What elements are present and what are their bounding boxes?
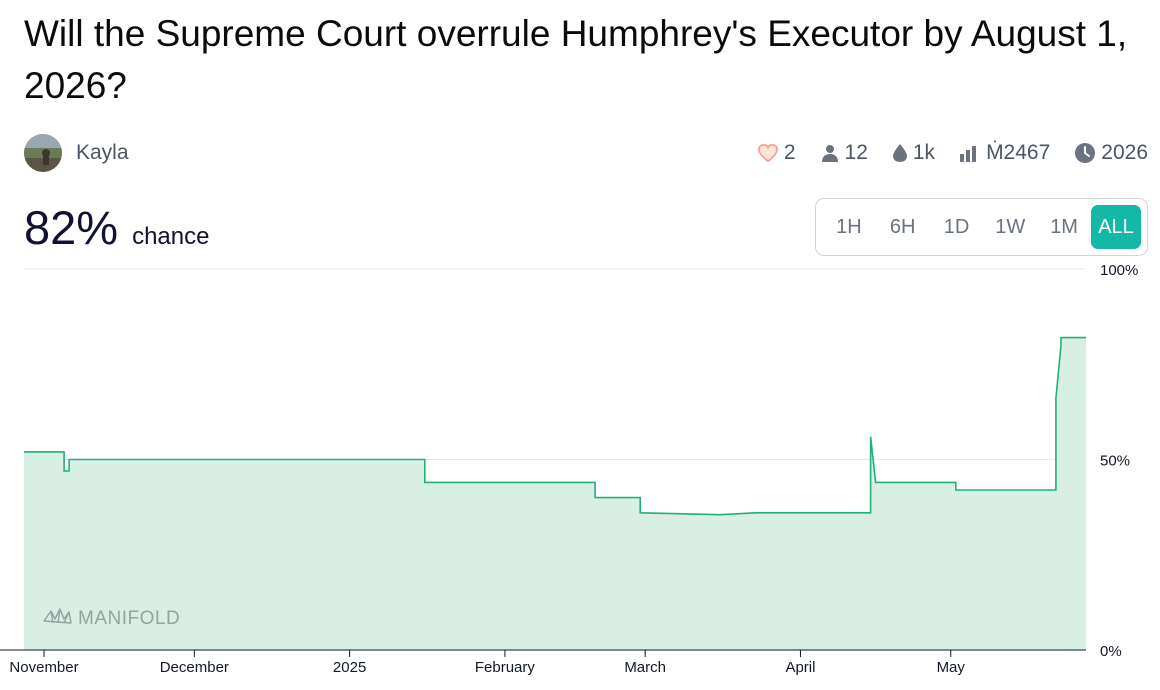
time-range-selector: 1H 6H 1D 1W 1M ALL bbox=[815, 198, 1148, 256]
x-tick-label: April bbox=[785, 659, 815, 676]
range-1h-button[interactable]: 1H bbox=[836, 215, 862, 238]
y-tick-label: 50% bbox=[1100, 453, 1130, 470]
question-title: Will the Supreme Court overrule Humphrey… bbox=[24, 13, 1128, 106]
manifold-logo-icon bbox=[43, 608, 72, 624]
traders-count: 12 bbox=[844, 141, 868, 164]
probability-line[interactable] bbox=[24, 336, 1086, 516]
user-icon bbox=[820, 143, 840, 163]
market-stats: 2 12 1k Ṁ2467 bbox=[733, 136, 1148, 170]
x-axis: November December 2025 February March April Ma… bbox=[0, 649, 1086, 676]
x-tick-label: December bbox=[160, 659, 229, 676]
probability: 82% chance bbox=[24, 200, 209, 255]
probability-chart[interactable]: November December 2025 February March April Ma… bbox=[0, 255, 1160, 690]
close-year: 2026 bbox=[1101, 141, 1148, 164]
author[interactable]: Kayla bbox=[24, 133, 129, 173]
probability-value: 82% bbox=[24, 201, 119, 254]
range-1d-button[interactable]: 1D bbox=[943, 215, 970, 238]
likes-stat[interactable]: 2 bbox=[757, 141, 796, 165]
watermark-text: MANIFOLD bbox=[78, 608, 180, 629]
y-tick-label: 0% bbox=[1100, 643, 1122, 660]
volume-stat: Ṁ2467 bbox=[959, 141, 1050, 165]
probability-area bbox=[24, 337, 1086, 650]
chart-grid bbox=[24, 268, 1086, 460]
range-1w-button[interactable]: 1W bbox=[995, 215, 1026, 238]
x-tick-label: May bbox=[937, 659, 966, 676]
y-axis: 0% 50% 100% bbox=[1100, 262, 1138, 660]
x-tick-label: 2025 bbox=[333, 659, 366, 676]
probability-label: chance bbox=[132, 223, 210, 250]
bar-chart-icon bbox=[959, 144, 981, 162]
liquidity-stat: 1k bbox=[892, 141, 935, 165]
range-6h-button[interactable]: 6H bbox=[889, 215, 916, 238]
liquidity-value: 1k bbox=[912, 141, 936, 164]
manifold-watermark: MANIFOLD bbox=[43, 608, 180, 629]
volume-value: Ṁ2467 bbox=[986, 141, 1051, 164]
x-tick-label: November bbox=[9, 659, 78, 676]
range-all-button[interactable]: ALL bbox=[1090, 205, 1141, 249]
avatar[interactable] bbox=[24, 134, 62, 172]
author-name[interactable]: Kayla bbox=[76, 141, 129, 164]
x-tick-label: February bbox=[475, 659, 536, 676]
range-1m-button[interactable]: 1M bbox=[1050, 215, 1078, 238]
y-tick-label: 100% bbox=[1100, 262, 1138, 279]
heart-icon[interactable] bbox=[757, 143, 779, 163]
traders-stat: 12 bbox=[820, 141, 868, 165]
clock-icon bbox=[1074, 142, 1096, 164]
droplet-icon bbox=[892, 143, 908, 163]
close-date-stat: 2026 bbox=[1074, 141, 1148, 165]
x-tick-label: March bbox=[624, 659, 666, 676]
likes-count: 2 bbox=[783, 141, 796, 164]
